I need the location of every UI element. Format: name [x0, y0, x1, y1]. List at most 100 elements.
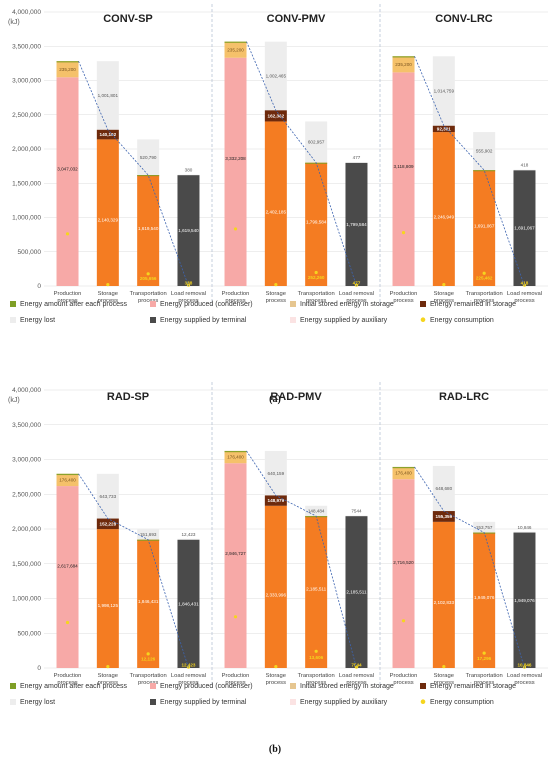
- legend: Energy amount after each process Energy p…: [10, 683, 516, 706]
- label-storage-after: 2,333,996: [266, 593, 287, 598]
- bar-terminal: [345, 162, 368, 286]
- legend-label-initial: Initial stored energy in storage: [300, 683, 394, 690]
- label-initial: 235,200: [227, 47, 244, 52]
- bar-lost-storage: [96, 61, 119, 130]
- bar-after-production: [224, 41, 247, 43]
- bar-lost-transport: [305, 121, 328, 163]
- figure-caption: (a): [269, 394, 281, 405]
- bar-remained-storage: [96, 129, 119, 140]
- legend-label-terminal: Energy supplied by terminal: [160, 699, 247, 706]
- bar-lost-load: [345, 515, 368, 517]
- y-tick-label: 0: [37, 283, 41, 290]
- consumption-dot-transport: [314, 649, 318, 653]
- consumption-dot-transport: [314, 270, 318, 275]
- bar-lost-transport: [137, 139, 160, 176]
- trend-line: [78, 473, 189, 669]
- label-consumption-load: 12,423: [181, 662, 195, 667]
- consumption-dot-storage: [106, 665, 110, 669]
- label-lost-load: 12,423: [181, 532, 195, 537]
- label-lost-transport: 148,484: [308, 509, 325, 514]
- label-transport-after: 1,691,067: [474, 223, 495, 228]
- label-storage-after: 2,402,185: [266, 210, 287, 215]
- x-tick-label: Load removal process: [507, 673, 542, 686]
- y-tick-label: 3,000,000: [12, 78, 41, 85]
- y-tick-label: 2,500,000: [12, 112, 41, 119]
- y-tick-label: 1,000,000: [12, 596, 41, 603]
- bar-remained-storage: [96, 518, 119, 530]
- label-remained: 148,979: [268, 498, 285, 503]
- bar-after-storage: [96, 139, 119, 286]
- legend-label-initial: Initial stored energy in storage: [300, 301, 394, 308]
- legend-marker-terminal: [150, 317, 156, 323]
- consumption-dot-storage: [442, 283, 446, 287]
- y-tick-label: 2,000,000: [12, 526, 41, 533]
- label-lost-load: 477: [353, 155, 361, 160]
- y-tick-label: 2,500,000: [12, 491, 41, 498]
- legend-marker-produced: [150, 683, 156, 689]
- legend-marker-produced: [150, 301, 156, 307]
- label-remained: 152,228: [100, 521, 117, 526]
- label-consumption-load: 477: [353, 281, 361, 286]
- consumption-dot-storage: [274, 665, 278, 669]
- label-lost-load: 10,846: [517, 525, 531, 530]
- bar-produced: [392, 479, 415, 668]
- label-initial: 176,400: [395, 471, 412, 476]
- label-consumption-load: 388: [185, 281, 193, 286]
- legend-marker-consumption: [420, 699, 426, 704]
- panel-rad-lrc: RAD-LRC 176,400 2,716,520 648,680 155,359 2,1…: [390, 391, 542, 686]
- x-tick-label: Transportation process: [298, 673, 335, 686]
- label-lost-load: 380: [185, 168, 193, 173]
- legend-marker-remained: [420, 683, 426, 689]
- label-lost-storage: 1,001,801: [98, 93, 119, 98]
- legend-label-produced: Energy produced (condenser): [160, 683, 253, 690]
- label-transport-after: 1,846,431: [138, 599, 159, 604]
- bar-lost-transport: [473, 132, 496, 171]
- bar-lost-transport: [305, 505, 328, 517]
- label-remained: 92,301: [437, 127, 451, 132]
- bar-after-production: [56, 61, 79, 63]
- label-consumption-transport: 17,296: [477, 656, 491, 661]
- consumption-dot-load: [354, 665, 359, 669]
- label-transport-after: 1,619,540: [138, 226, 159, 231]
- x-tick-label: Load removal process: [339, 291, 374, 304]
- label-transport-after: 2,185,511: [306, 587, 327, 592]
- legend-label-remained: Energy remained in storage: [430, 301, 516, 308]
- legend-label-consumption: Energy consumption: [430, 317, 494, 324]
- label-remained: 162,362: [268, 113, 285, 118]
- x-tick-label: Load removal process: [507, 291, 542, 304]
- label-lost-storage: 648,680: [436, 486, 453, 491]
- bar-after-storage: [264, 121, 287, 287]
- trend-line: [414, 56, 525, 287]
- label-produced: 3,332,208: [225, 156, 246, 161]
- x-tick-label: Production process: [390, 673, 418, 686]
- label-transport-after: 1,949,076: [474, 595, 495, 600]
- panel-title: RAD-LRC: [439, 391, 489, 403]
- bar-after-transport-cap: [137, 175, 160, 177]
- bar-lost-storage: [264, 450, 287, 496]
- figure-caption: (b): [269, 744, 281, 755]
- label-lost-storage: 640,159: [268, 471, 285, 476]
- bar-lost-storage: [264, 41, 287, 111]
- label-produced: 3,118,809: [393, 164, 414, 169]
- bar-lost-transport: [473, 521, 496, 533]
- label-produced: 2,946,727: [225, 551, 246, 556]
- bar-initial-stored: [56, 61, 79, 78]
- bar-initial-stored: [392, 56, 415, 73]
- panel-conv-pmv: CONV-PMV 235,200 3,332,208 1,002,465 162,362…: [222, 13, 374, 304]
- label-load-after: 1,691,067: [514, 226, 535, 231]
- y-tick-label: 1,500,000: [12, 561, 41, 568]
- legend-marker-initial: [290, 301, 296, 307]
- bar-after-storage: [432, 132, 455, 286]
- legend-label-auxiliary: Energy supplied by auxiliary: [300, 699, 388, 706]
- trend-line: [246, 41, 357, 287]
- panel-conv-lrc: CONV-LRC 235,200 3,118,809 1,014,759 92,301 2…: [390, 13, 542, 304]
- bar-terminal: [177, 175, 200, 286]
- panel-title: CONV-PMV: [267, 13, 326, 25]
- x-tick-label: Production process: [54, 673, 82, 686]
- consumption-dot-storage: [442, 665, 446, 669]
- legend-marker-initial: [290, 683, 296, 689]
- y-tick-label: 4,000,000: [12, 387, 41, 394]
- trend-line: [246, 450, 357, 669]
- label-lost-transport: 555,902: [476, 149, 493, 154]
- consumption-dot-production: [401, 619, 406, 623]
